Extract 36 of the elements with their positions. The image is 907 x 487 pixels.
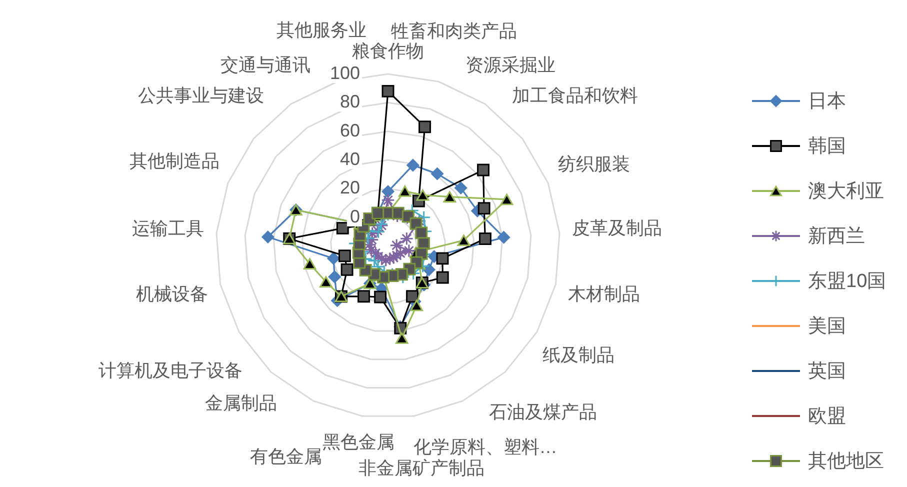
spoke-label: 化学原料、塑料…	[413, 437, 558, 458]
spoke-label: 加工食品和饮料	[512, 86, 638, 106]
spoke-label: 黑色金属	[322, 432, 394, 452]
spoke-label: 金属制品	[205, 393, 278, 414]
spoke-label: 计算机及电子设备	[98, 360, 242, 381]
spoke-label: 纺织服装	[558, 154, 630, 174]
y-tick-label: 100	[330, 63, 360, 83]
spoke-label: 资源采掘业	[466, 55, 556, 76]
legend-label: 东盟10国	[808, 271, 886, 292]
spoke-label: 交通与通讯	[220, 55, 310, 76]
legend-label: 韩国	[808, 136, 846, 157]
spoke-label: 石油及煤产品	[489, 402, 598, 422]
y-tick-label: 40	[340, 149, 360, 169]
spoke-label: 皮革及制品	[572, 218, 662, 238]
y-tick-label: 20	[340, 178, 360, 198]
spoke-label: 机械设备	[136, 284, 208, 304]
legend-label: 英国	[808, 361, 846, 382]
spoke-label: 有色金属	[250, 446, 322, 466]
legend-label: 日本	[808, 91, 846, 112]
spoke-label: 运输工具	[132, 218, 204, 239]
legend-label: 美国	[808, 315, 846, 337]
spoke-label: 粮食作物	[352, 41, 424, 61]
spoke-label: 非金属矿产制品	[358, 458, 485, 478]
y-tick-label: 0	[350, 206, 360, 226]
legend-label: 其他地区	[808, 451, 884, 472]
spoke-label: 其他制造品	[129, 151, 220, 172]
spoke-label: 公共事业与建设	[138, 86, 264, 106]
spoke-label: 纸及制品	[542, 345, 615, 366]
y-tick-label: 60	[340, 120, 360, 140]
legend-label: 新西兰	[808, 225, 865, 247]
spoke-label: 木材制品	[568, 284, 640, 304]
legend-label: 欧盟	[808, 406, 846, 427]
spoke-label: 牲畜和肉类产品	[391, 20, 518, 41]
legend-label: 澳大利亚	[808, 181, 884, 202]
spoke-label: 其他服务业	[276, 20, 367, 40]
y-tick-label: 80	[340, 92, 360, 112]
